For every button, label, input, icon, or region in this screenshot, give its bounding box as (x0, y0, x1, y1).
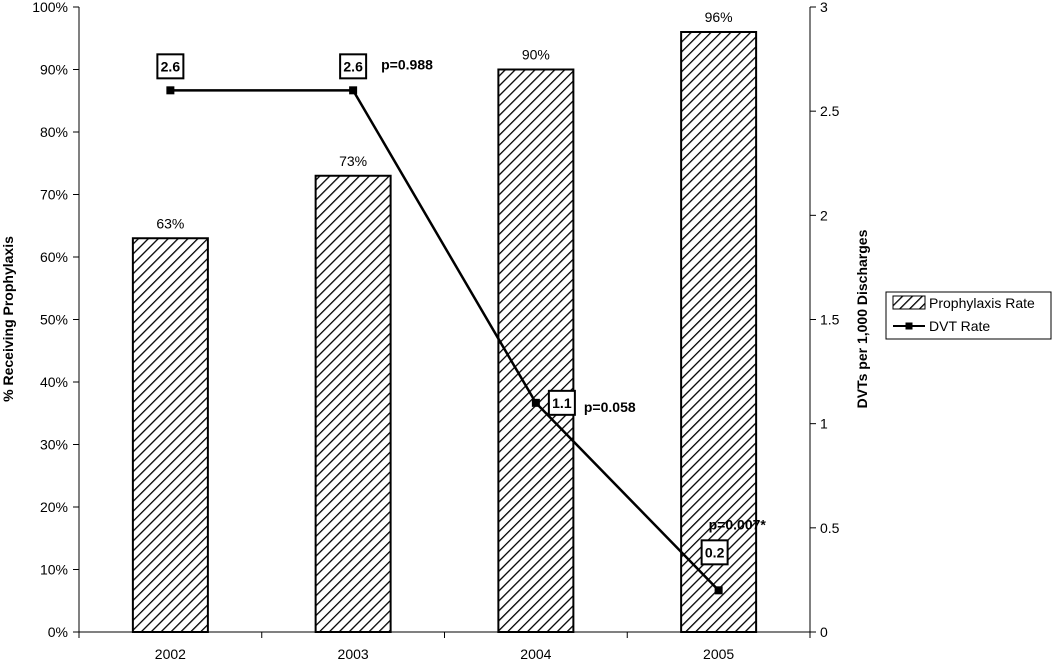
p-value-annotation: p=0.007* (709, 516, 767, 532)
legend-label-bars: Prophylaxis Rate (929, 295, 1035, 311)
dvt-value-label: 0.2 (705, 544, 725, 560)
left-tick-label: 80% (40, 124, 68, 140)
left-tick-label: 0% (48, 624, 68, 640)
left-tick-label: 50% (40, 312, 68, 328)
left-tick-label: 20% (40, 499, 68, 515)
left-tick-label: 100% (32, 0, 68, 15)
bars-layer (131, 31, 758, 633)
ticks-layer: 0% 10% 20% 30% 40% 50% 60% 70% 80% 90% 100% 0 0.5 1 1.… (32, 0, 839, 640)
prophylaxis-bar (314, 174, 392, 633)
dvt-marker (349, 86, 358, 95)
p-value-annotation: p=0.058 (584, 399, 636, 415)
dvt-value-box (700, 539, 729, 566)
bar-value-label: 96% (705, 9, 733, 25)
x-category-label: 2004 (520, 646, 551, 662)
dvt-rate-line (170, 89, 720, 592)
left-tick-label: 40% (40, 374, 68, 390)
right-tick-label: 2 (820, 207, 828, 223)
right-tick-label: 0.5 (820, 520, 840, 536)
prophylaxis-bar (497, 68, 575, 633)
left-axis-title: % Receiving Prophylaxis (0, 236, 16, 402)
p-value-annotation: p=0.988 (381, 56, 433, 72)
line-layer (166, 86, 723, 595)
right-tick-label: 1.5 (820, 312, 840, 328)
labels-layer: 2002 2003 2004 2005 63% 73% 90% 96% 2.6 2.6 p=0.98… (155, 9, 767, 662)
dvt-value-label: 2.6 (343, 58, 363, 74)
left-tick-label: 70% (40, 187, 68, 203)
legend-label-line: DVT Rate (929, 318, 990, 334)
dvt-marker (166, 86, 175, 95)
dvt-value-box (339, 53, 368, 80)
dvt-value-box (156, 53, 185, 80)
left-tick-label: 10% (40, 562, 68, 578)
legend: Prophylaxis Rate DVT Rate (885, 291, 1052, 340)
dvt-marker (531, 398, 540, 407)
legend-swatch-bar (892, 295, 926, 310)
dvt-value-box (547, 389, 576, 416)
left-tick-label: 60% (40, 249, 68, 265)
dvt-value-label: 1.1 (552, 395, 572, 411)
prophylaxis-bar (680, 31, 758, 633)
bar-value-label: 73% (339, 153, 367, 169)
legend-swatch-marker (905, 322, 913, 330)
right-tick-label: 0 (820, 624, 828, 640)
left-tick-label: 30% (40, 437, 68, 453)
bar-value-label: 90% (522, 47, 550, 63)
bar-value-label: 63% (156, 215, 184, 231)
x-category-label: 2003 (338, 646, 369, 662)
left-tick-label: 90% (40, 62, 68, 78)
right-axis-title: DVTs per 1,000 Discharges (854, 229, 870, 408)
prophylaxis-bar (131, 237, 209, 633)
right-tick-label: 3 (820, 0, 828, 15)
x-category-label: 2005 (703, 646, 734, 662)
x-category-label: 2002 (155, 646, 186, 662)
dvt-marker (714, 586, 723, 595)
right-tick-label: 1 (820, 416, 828, 432)
dvt-value-label: 2.6 (161, 58, 181, 74)
right-tick-label: 2.5 (820, 103, 840, 119)
